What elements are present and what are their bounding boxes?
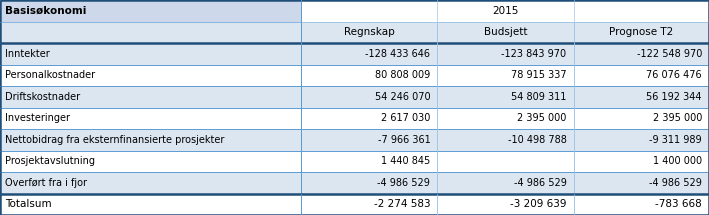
Bar — [437, 194, 574, 215]
Bar — [0, 194, 301, 215]
Text: Prosjektavslutning: Prosjektavslutning — [5, 156, 95, 166]
Bar — [301, 172, 437, 194]
Bar — [301, 108, 437, 129]
Text: Overført fra i fjor: Overført fra i fjor — [5, 178, 87, 188]
Bar — [0, 64, 301, 86]
Text: Investeringer: Investeringer — [5, 113, 70, 123]
Bar — [0, 0, 301, 22]
Bar — [301, 150, 437, 172]
Bar — [574, 129, 709, 150]
Text: -4 986 529: -4 986 529 — [513, 178, 566, 188]
Bar — [437, 64, 574, 86]
Bar — [437, 150, 574, 172]
Bar — [0, 172, 301, 194]
Bar — [0, 22, 301, 43]
Text: -10 498 788: -10 498 788 — [508, 135, 566, 145]
Text: 54 246 070: 54 246 070 — [375, 92, 430, 102]
Bar — [574, 172, 709, 194]
Text: -123 843 970: -123 843 970 — [501, 49, 566, 59]
Bar — [301, 129, 437, 150]
Text: Basisøkonomi: Basisøkonomi — [5, 6, 86, 16]
Text: 56 192 344: 56 192 344 — [647, 92, 702, 102]
Text: 1 440 845: 1 440 845 — [381, 156, 430, 166]
Text: 2 617 030: 2 617 030 — [381, 113, 430, 123]
Bar — [0, 86, 301, 108]
Text: Driftskostnader: Driftskostnader — [5, 92, 80, 102]
Text: 54 809 311: 54 809 311 — [511, 92, 566, 102]
Bar — [574, 43, 709, 64]
Text: 2 395 000: 2 395 000 — [517, 113, 566, 123]
Text: 76 076 476: 76 076 476 — [647, 70, 702, 80]
Text: -4 986 529: -4 986 529 — [377, 178, 430, 188]
Text: Prognose T2: Prognose T2 — [609, 27, 674, 37]
Bar — [437, 86, 574, 108]
Bar — [437, 22, 574, 43]
Text: Inntekter: Inntekter — [5, 49, 50, 59]
Text: -128 433 646: -128 433 646 — [365, 49, 430, 59]
Bar — [301, 86, 437, 108]
Bar — [0, 129, 301, 150]
Bar — [437, 129, 574, 150]
Text: 2015: 2015 — [492, 6, 518, 16]
Text: -3 209 639: -3 209 639 — [510, 199, 566, 209]
Text: Totalsum: Totalsum — [5, 199, 52, 209]
Text: 2 395 000: 2 395 000 — [652, 113, 702, 123]
Bar — [301, 64, 437, 86]
Bar — [437, 43, 574, 64]
Text: 78 915 337: 78 915 337 — [511, 70, 566, 80]
Bar — [0, 43, 301, 64]
Bar — [301, 22, 437, 43]
Text: -7 966 361: -7 966 361 — [378, 135, 430, 145]
Text: 1 400 000: 1 400 000 — [653, 156, 702, 166]
Text: 80 808 009: 80 808 009 — [375, 70, 430, 80]
Text: Nettobidrag fra eksternfinansierte prosjekter: Nettobidrag fra eksternfinansierte prosj… — [5, 135, 224, 145]
Text: Budsjett: Budsjett — [484, 27, 527, 37]
Bar — [437, 172, 574, 194]
Bar — [437, 108, 574, 129]
Bar — [301, 43, 437, 64]
Bar — [574, 22, 709, 43]
Text: -783 668: -783 668 — [655, 199, 702, 209]
Bar — [301, 194, 437, 215]
Bar — [574, 64, 709, 86]
Text: -4 986 529: -4 986 529 — [649, 178, 702, 188]
Bar — [574, 108, 709, 129]
Bar — [301, 0, 709, 22]
Text: Personalkostnader: Personalkostnader — [5, 70, 95, 80]
Bar — [574, 150, 709, 172]
Bar — [574, 86, 709, 108]
Bar — [0, 150, 301, 172]
Text: -122 548 970: -122 548 970 — [637, 49, 702, 59]
Bar — [0, 108, 301, 129]
Text: -2 274 583: -2 274 583 — [374, 199, 430, 209]
Text: -9 311 989: -9 311 989 — [649, 135, 702, 145]
Text: Regnskap: Regnskap — [344, 27, 395, 37]
Bar — [574, 194, 709, 215]
